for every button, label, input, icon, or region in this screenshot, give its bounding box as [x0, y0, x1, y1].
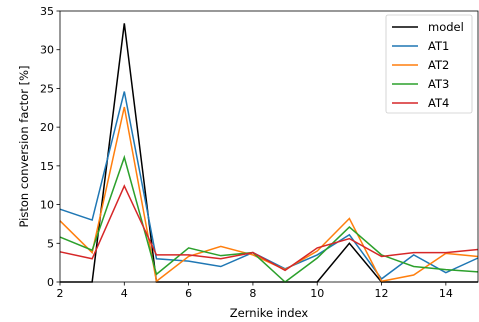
series-line-at3 — [59, 154, 479, 283]
y-tick-label: 5 — [47, 237, 54, 250]
x-tick-label: 12 — [375, 287, 389, 300]
legend-label-at3: AT3 — [428, 77, 449, 91]
legend-label-at2: AT2 — [428, 58, 449, 72]
x-tick-label: 8 — [249, 287, 256, 300]
y-tick-label: 0 — [47, 276, 54, 289]
x-tick-label: 10 — [310, 287, 324, 300]
y-tick-label: 15 — [40, 160, 54, 173]
legend-label-at1: AT1 — [428, 39, 449, 53]
y-tick-label: 30 — [40, 44, 54, 57]
y-axis-label: Piston conversion factor [%] — [17, 65, 31, 227]
y-tick-label: 20 — [40, 121, 54, 134]
plot-frame — [59, 10, 479, 283]
legend-label-model: model — [428, 20, 464, 34]
series-line-at4 — [59, 184, 479, 272]
x-axis: 2 4 6 8 10 12 14 — [57, 282, 453, 300]
x-tick-label: 2 — [57, 287, 64, 300]
y-tick-label: 35 — [40, 5, 54, 18]
legend: model AT1 AT2 AT3 AT4 — [385, 14, 473, 114]
x-tick-label: 6 — [185, 287, 192, 300]
x-tick-label: 4 — [121, 287, 128, 300]
y-axis: 0 5 10 15 20 25 30 35 — [40, 5, 60, 289]
x-axis-label: Zernike index — [230, 306, 309, 320]
legend-label-at4: AT4 — [428, 96, 449, 110]
x-tick-label: 14 — [439, 287, 453, 300]
legend-box — [385, 14, 473, 114]
series-line-at1 — [59, 91, 479, 280]
y-tick-label: 25 — [40, 82, 54, 95]
y-tick-label: 10 — [40, 199, 54, 212]
